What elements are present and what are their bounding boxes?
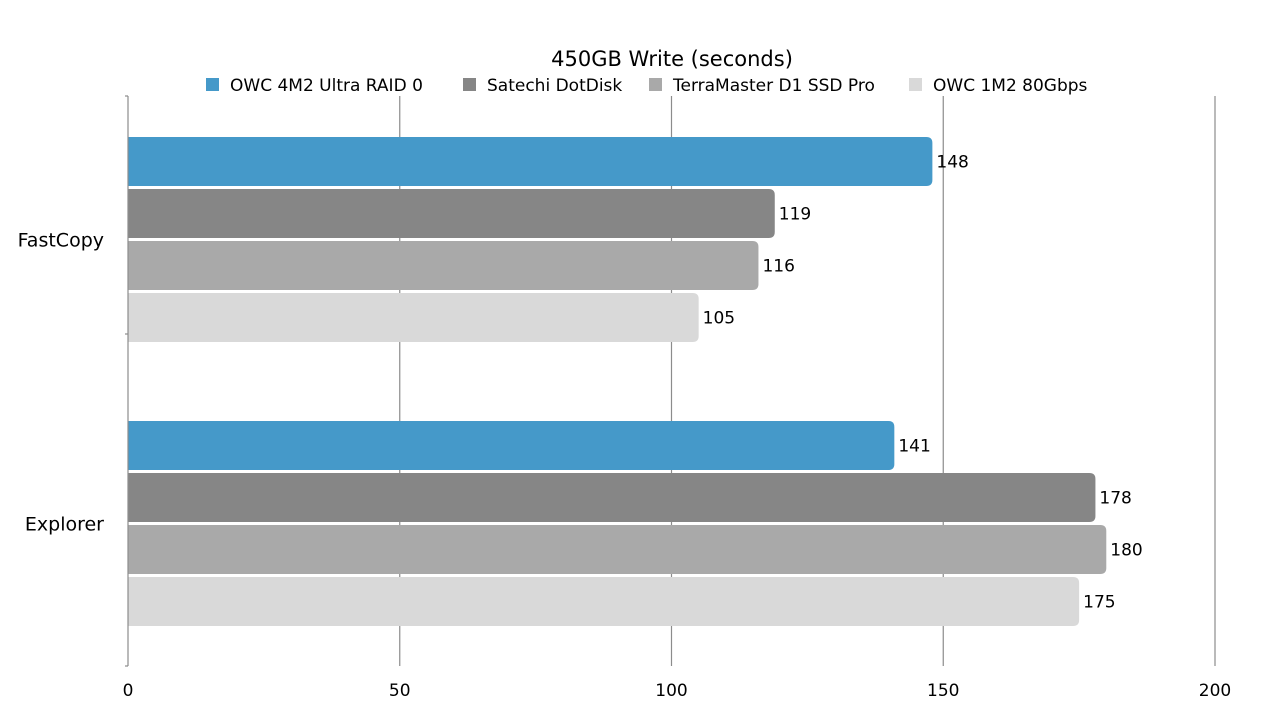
data-label: 178 — [1099, 489, 1131, 509]
data-label: 141 — [898, 437, 930, 457]
x-tick-label: 150 — [927, 681, 959, 701]
legend-swatch — [649, 78, 662, 91]
axes: 0 50 100 150 200 FastCopy Explorer — [18, 95, 1231, 701]
bar — [128, 241, 759, 290]
legend-label: OWC 4M2 Ultra RAID 0 — [230, 76, 423, 96]
legend: OWC 4M2 Ultra RAID 0 Satechi DotDisk Terra… — [206, 76, 1088, 96]
legend-label: TerraMaster D1 SSD Pro — [672, 76, 875, 96]
bar — [128, 577, 1080, 626]
legend-swatch — [909, 78, 922, 91]
data-label: 116 — [762, 257, 794, 277]
bar — [128, 189, 775, 238]
x-tick-label: 50 — [389, 681, 411, 701]
legend-swatch — [463, 78, 476, 91]
data-label: 180 — [1110, 541, 1142, 561]
data-label: 175 — [1083, 593, 1115, 613]
bar — [128, 137, 933, 186]
category-label: FastCopy — [18, 230, 104, 252]
data-label: 105 — [703, 309, 735, 329]
legend-swatch — [206, 78, 219, 91]
bars: 148 119 116 105 141 178 180 175 — [128, 137, 1143, 626]
bar — [128, 473, 1096, 522]
legend-label: OWC 1M2 80Gbps — [933, 76, 1088, 96]
bar — [128, 421, 895, 470]
bar — [128, 293, 699, 342]
legend-label: Satechi DotDisk — [487, 76, 622, 96]
category-label: Explorer — [25, 514, 104, 536]
data-label: 119 — [779, 205, 811, 225]
chart-title: 450GB Write (seconds) — [551, 47, 793, 71]
x-tick-label: 200 — [1199, 681, 1231, 701]
bar — [128, 525, 1107, 574]
data-label: 148 — [936, 153, 968, 173]
x-tick-label: 100 — [655, 681, 687, 701]
x-tick-label: 0 — [123, 681, 134, 701]
